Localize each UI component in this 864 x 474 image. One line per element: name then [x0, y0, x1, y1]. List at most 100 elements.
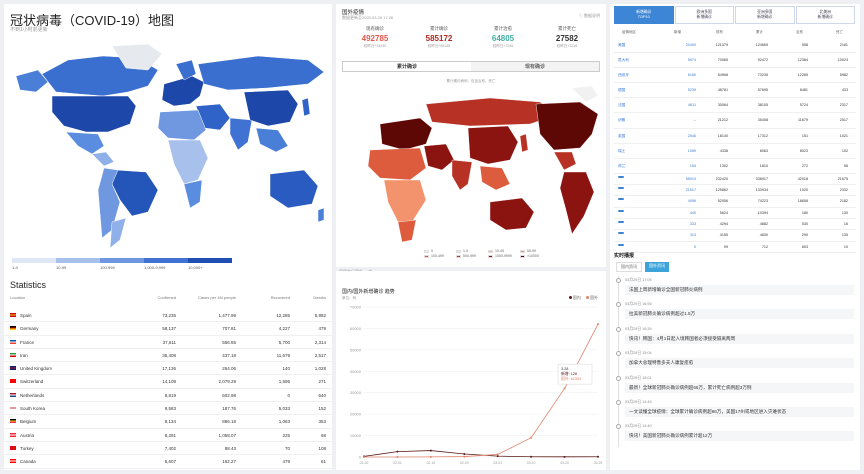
- tab-current[interactable]: 现有确诊: [471, 62, 599, 71]
- table-row[interactable]: Austria 8,291 1,058.07 225 68: [4, 429, 332, 442]
- continent-name[interactable]: ▸ 其他: [618, 243, 625, 256]
- update-note: 不到1小时前更新: [10, 27, 48, 33]
- trend-chart[interactable]: 0 10000 20000 30000 40000 50000 60000 70000 01.2…: [336, 271, 606, 470]
- table-row[interactable]: 西班牙 6180 54968 73235 12285 5982: [614, 68, 856, 84]
- continent-row[interactable]: ▸ 亚洲 4096 52056 74223 18658 2182: [614, 196, 856, 210]
- y-tick-label: 60000: [350, 326, 362, 331]
- table-row[interactable]: Spain 73,235 1,477.99 12,285 5,982: [4, 309, 332, 323]
- continent-name[interactable]: ▸ 欧洲: [618, 175, 625, 188]
- news-item[interactable]: 03月29日 17:05 法国上周新增确诊全国新冠肺炎病例: [616, 276, 856, 301]
- region-name[interactable]: 伊朗: [618, 118, 626, 123]
- region-name[interactable]: 英国: [618, 133, 626, 138]
- info-icon: ⓘ: [578, 13, 584, 18]
- continent-row[interactable]: ▸ 其他 0 99 712 603 10: [614, 242, 856, 256]
- tab-region-3[interactable]: 北美洲 新增确诊: [795, 6, 855, 24]
- tab-label: 亚洲多国: [757, 10, 773, 14]
- news-headline[interactable]: 最新！全球新冠肺炎确诊病例超66万，累计死亡病例超3万例: [625, 382, 854, 393]
- kpi-deaths: 累计死亡 27582 较昨日+3216: [538, 26, 596, 49]
- page-title: 冠状病毒（COVID-19）地图: [10, 13, 174, 28]
- continent-row[interactable]: ▸ 北美洲 21517 125862 133934 1020 2332: [614, 185, 856, 204]
- legend-swatch: [56, 258, 100, 263]
- tab-region-1[interactable]: 欧洲多国 新增确诊: [674, 6, 734, 24]
- table-row[interactable]: 德国 5239 48781 57695 8481 433: [614, 83, 856, 99]
- region-name[interactable]: 荷兰: [618, 163, 626, 168]
- map-alaska: [15, 69, 49, 93]
- continent-name[interactable]: ▸ 非洲: [618, 232, 625, 244]
- recovered-value: 5,033: [278, 406, 290, 412]
- map-australia: [489, 197, 535, 231]
- red-world-map[interactable]: [340, 84, 602, 246]
- table-row[interactable]: Germany 58,137 707.81 4,227 479: [4, 322, 332, 336]
- table-row[interactable]: Turkey 7,402 88.43 70 108: [4, 442, 332, 456]
- recovered-value: 272: [801, 163, 808, 168]
- tab-region-2[interactable]: 亚洲多国 新增确诊: [735, 6, 795, 24]
- table-row[interactable]: Iran 35,408 437.18 11,679 2,517: [4, 349, 332, 363]
- news-headline[interactable]: 加拿大总理特鲁多夫人康复痊愈: [625, 358, 854, 369]
- deaths-value: 10023: [837, 58, 848, 63]
- news-item[interactable]: 03月29日 14:40 快讯！美国新冠肺炎确诊病例累计超12万: [616, 422, 856, 447]
- region-tabs: 新增确诊 TOP10 欧洲多国 新增确诊 亚洲多国 新增确诊 北美洲 新增确诊: [614, 6, 856, 24]
- map-southeast-asia: [479, 165, 511, 191]
- per-million-value: 1,058.07: [218, 432, 236, 438]
- continent-name[interactable]: ▸ 北美洲: [618, 187, 625, 204]
- table-row[interactable]: 美国 20400 121379 124665 558 2181: [614, 38, 856, 54]
- world-map[interactable]: [8, 34, 328, 256]
- tab-cumulative[interactable]: 累计确诊: [343, 62, 471, 71]
- kpi-row: 现有确诊 492785 较昨日+15230 累计确诊 585172 较昨日+55148 …: [346, 26, 596, 49]
- tab-domestic-news[interactable]: 国内资讯: [616, 262, 642, 272]
- recovered-value: 140: [282, 366, 290, 372]
- continent-row[interactable]: ▸ 欧洲 55910 232420 336917 42018 21675: [614, 174, 856, 188]
- region-name[interactable]: 西班牙: [618, 73, 630, 78]
- table-row[interactable]: 意大利 5974 70065 92472 12384 10023: [614, 53, 856, 69]
- news-headline[interactable]: 快讯！美国新冠肺炎确诊病例累计超12万: [625, 431, 854, 442]
- table-row[interactable]: Netherlands 9,819 602.98 0 640: [4, 389, 332, 403]
- table-row[interactable]: Switzerland 14,108 2,079.29 1,595 271: [4, 375, 332, 389]
- total-value: 8063: [759, 148, 768, 153]
- deaths-value: 135: [841, 233, 848, 238]
- news-headline[interactable]: 拉美新冠肺炎确诊病例超过1.5万: [625, 309, 854, 320]
- table-row[interactable]: France 37,611 556.65 5,700 2,314: [4, 336, 332, 349]
- tab-region-0[interactable]: 新增确诊 TOP10: [614, 6, 674, 24]
- continent-row[interactable]: ▸ 大洋洲 440 5624 10394 180 130: [614, 208, 856, 227]
- news-item[interactable]: 03月29日 16:39 快讯！韩国：4月1日起入境韩国者必须接受隔离两周: [616, 324, 856, 350]
- news-headline[interactable]: 法国上周新增确诊全国新冠肺炎病例: [625, 285, 854, 295]
- table-row[interactable]: 法国 4611 30064 38105 5724 2317: [614, 98, 856, 114]
- new-value: 154: [689, 163, 696, 168]
- continent-name[interactable]: ▸ 大洋洲: [618, 209, 625, 227]
- current-value: 1302: [719, 163, 728, 168]
- map-south-america: [559, 171, 595, 235]
- region-name[interactable]: 美国: [618, 43, 626, 47]
- country-name: France: [20, 339, 35, 345]
- confirmed-value: 58,137: [162, 326, 176, 332]
- legend-swatch: [144, 258, 188, 263]
- per-million-value: 88.43: [224, 445, 236, 451]
- map-greenland: [111, 43, 163, 71]
- table-row[interactable]: 瑞士 1059 4338 8063 8023 102: [614, 144, 856, 159]
- news-item[interactable]: 03月29日 14:45 一文读懂全球疫情：全球累计确诊病例超66万，美国17州…: [616, 397, 856, 423]
- region-name[interactable]: 意大利: [618, 58, 630, 63]
- continent-row[interactable]: ▸ 大洋洲 333 4294 4882 530 16: [614, 219, 856, 238]
- data-source-link[interactable]: ⓘ 数据说明: [579, 13, 600, 19]
- table-row[interactable]: United Kingdom 17,136 264.06 140 1,028: [4, 362, 332, 376]
- region-name[interactable]: 法国: [618, 103, 626, 108]
- tab-foreign-news[interactable]: 国外资讯: [645, 262, 669, 272]
- news-item[interactable]: 03月29日 15:04 加拿大总理特鲁多夫人康复痊愈: [616, 349, 856, 374]
- table-row[interactable]: South Korea 9,583 187.76 5,033 152: [4, 402, 332, 416]
- continent-name[interactable]: ▸ 大洋洲: [618, 221, 625, 238]
- expand-icon: ▸: [621, 178, 623, 183]
- country-name: Austria: [20, 432, 35, 438]
- news-headline[interactable]: 一文读懂全球疫情：全球累计确诊病例超66万，美国17州或地区进入灾难状态: [625, 406, 854, 417]
- table-row[interactable]: Canada 5,607 162.27 479 61: [4, 455, 332, 469]
- new-value: 313: [689, 233, 696, 238]
- continent-row[interactable]: ▸ 非洲 313 4155 4830 290 135: [614, 230, 856, 244]
- region-name[interactable]: 瑞士: [618, 148, 626, 153]
- continent-name[interactable]: ▸ 亚洲: [618, 198, 625, 210]
- table-row[interactable]: Belgium 9,134 886.18 1,063 353: [4, 415, 332, 429]
- news-item[interactable]: 03月29日 15:01 最新！全球新冠肺炎确诊病例超66万，累计死亡病例超3万…: [616, 373, 856, 398]
- news-item[interactable]: 03月29日 16:55 拉美新冠肺炎确诊病例超过1.5万: [616, 300, 856, 325]
- news-headline[interactable]: 快讯！韩国：4月1日起入境韩国者必须接受隔离两周: [625, 333, 854, 344]
- table-row[interactable]: 英国 2546 18140 17312 151 1021: [614, 129, 856, 144]
- table-row[interactable]: 伊朗 -- 21212 35408 11679 2517: [614, 113, 856, 129]
- table-row[interactable]: 荷兰 154 1302 1810 272 56: [614, 159, 856, 174]
- region-name[interactable]: 德国: [618, 88, 626, 93]
